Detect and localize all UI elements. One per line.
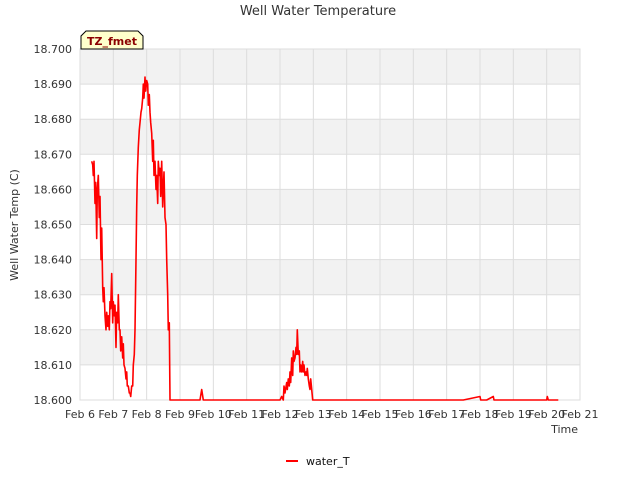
x-axis-title: Time	[550, 423, 578, 436]
y-tick-label: 18.630	[34, 289, 73, 302]
grid-band	[80, 259, 580, 295]
y-axis-title: Well Water Temp (C)	[8, 169, 21, 281]
x-tick-label: Feb 11	[228, 408, 265, 421]
series-line-water-t	[90, 76, 559, 401]
tz-badge-box	[80, 30, 144, 50]
x-tick-label: Feb 15	[362, 408, 399, 421]
grid-band	[80, 364, 580, 400]
series-layer	[90, 76, 559, 401]
grid-band	[80, 119, 580, 155]
y-tick-label: 18.640	[34, 254, 73, 267]
y-tick-label: 18.670	[34, 148, 73, 161]
x-tick-label: Feb 16	[395, 408, 432, 421]
y-tick-label: 18.700	[34, 43, 73, 56]
y-axis: 18.600 18.610 18.620 18.630 18.640 18.650 18.6…	[34, 43, 73, 407]
x-tick-label: Feb 9	[165, 408, 195, 421]
x-tick-label: Feb 18	[462, 408, 499, 421]
tz-badge-label: TZ_fmet	[87, 35, 137, 48]
x-tick-label: Feb 7	[98, 408, 128, 421]
chart-title: Well Water Temperature	[240, 4, 396, 19]
y-tick-label: 18.620	[34, 324, 73, 337]
grid-band	[80, 294, 580, 330]
x-tick-label: Feb 10	[195, 408, 232, 421]
grid-band	[80, 189, 580, 225]
tz-badge: TZ_fmet	[80, 30, 144, 50]
x-tick-label: Feb 8	[132, 408, 162, 421]
grid-band	[80, 84, 580, 120]
grid-band	[80, 224, 580, 260]
y-tick-label: 18.690	[34, 78, 73, 91]
x-tick-label: Feb 21	[562, 408, 599, 421]
grid-band	[80, 49, 580, 85]
x-tick-label: Feb 6	[65, 408, 95, 421]
y-tick-label: 18.610	[34, 359, 73, 372]
legend-label-water-t: water_T	[306, 455, 350, 468]
y-tick-label: 18.680	[34, 113, 73, 126]
grid-band	[80, 329, 580, 365]
legend: water_T	[286, 455, 350, 468]
y-tick-label: 18.650	[34, 219, 73, 232]
x-tick-label: Feb 20	[528, 408, 565, 421]
x-tick-label: Feb 17	[428, 408, 465, 421]
x-tick-label: Feb 13	[295, 408, 332, 421]
y-tick-label: 18.600	[34, 394, 73, 407]
x-tick-label: Feb 12	[262, 408, 299, 421]
x-tick-label: Feb 14	[328, 408, 365, 421]
x-tick-label: Feb 19	[495, 408, 532, 421]
y-tick-label: 18.660	[34, 183, 73, 196]
plot-bands	[80, 49, 580, 400]
